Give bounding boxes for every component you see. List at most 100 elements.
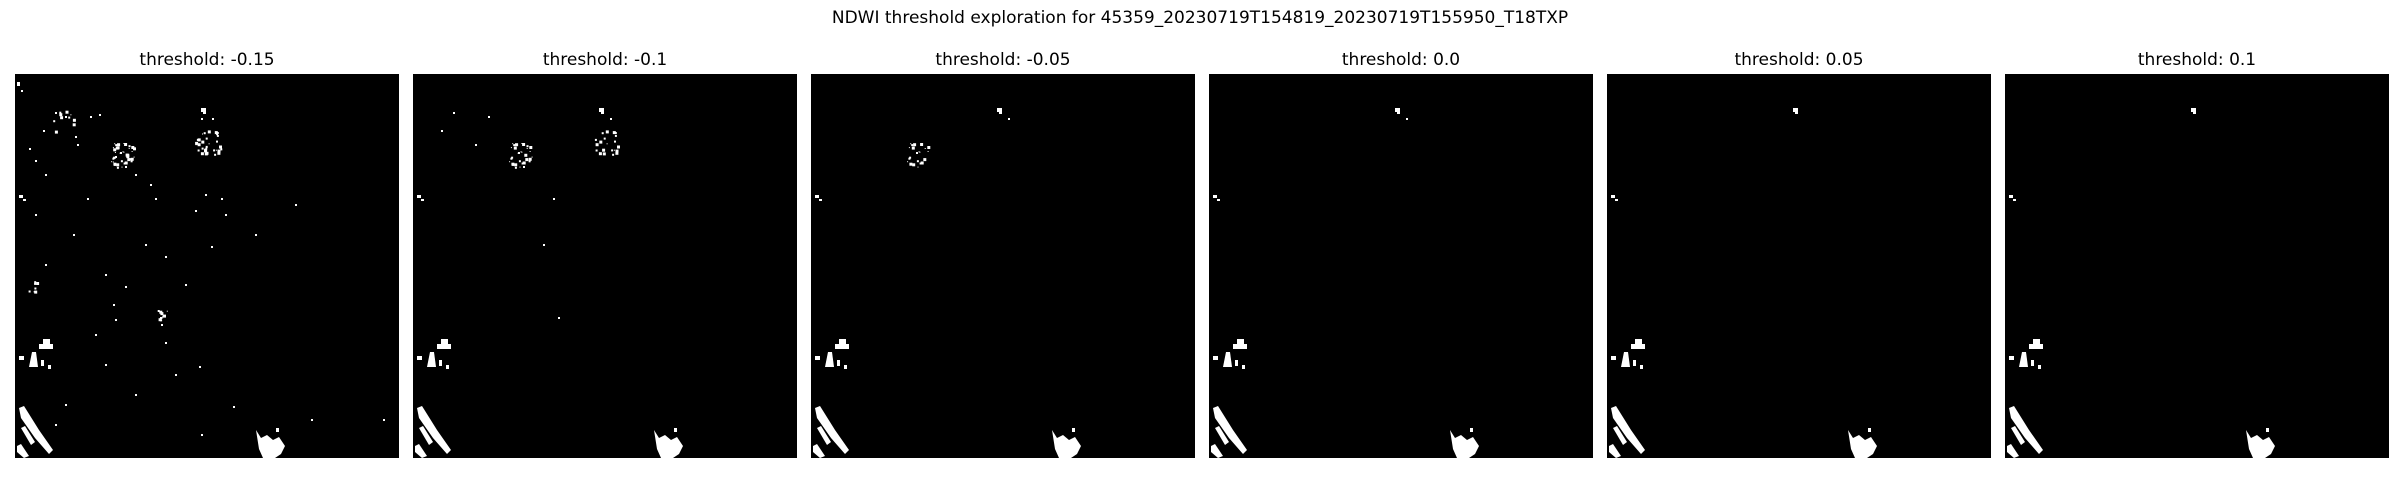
- water-region: [1609, 444, 1621, 458]
- water-speck: [202, 134, 203, 135]
- water-region: [201, 108, 206, 112]
- water-mask-svg: [811, 74, 1195, 458]
- water-speck: [129, 158, 131, 160]
- water-speck: [553, 198, 555, 200]
- water-mask-image: [1209, 74, 1593, 458]
- water-speck: [918, 167, 919, 168]
- water-region: [19, 356, 24, 360]
- water-region: [203, 112, 206, 114]
- water-speck: [514, 147, 517, 150]
- water-speck: [145, 244, 147, 246]
- water-speck: [219, 146, 222, 149]
- water-speck: [602, 132, 604, 134]
- water-speck: [909, 163, 912, 166]
- water-speck: [530, 151, 531, 152]
- water-speck: [511, 147, 512, 148]
- water-speck: [129, 148, 130, 149]
- water-speck: [543, 244, 545, 246]
- water-speck: [221, 198, 223, 200]
- water-region: [1611, 356, 1616, 360]
- water-speck: [928, 151, 929, 152]
- water-mask-svg: [413, 74, 797, 458]
- water-region: [1640, 365, 1643, 369]
- water-speck: [521, 143, 522, 144]
- water-region: [610, 118, 612, 120]
- water-region: [417, 356, 422, 360]
- water-speck: [515, 144, 517, 146]
- water-speck: [524, 154, 527, 157]
- water-speck: [112, 158, 114, 160]
- water-speck: [99, 114, 101, 116]
- water-region: [2038, 365, 2041, 369]
- water-speck: [201, 141, 204, 144]
- water-speck: [607, 143, 608, 144]
- water-region: [1621, 352, 1630, 367]
- water-speck: [919, 152, 920, 153]
- water-region: [1211, 444, 1223, 458]
- water-speck: [603, 152, 606, 155]
- water-speck: [34, 291, 37, 294]
- panel-title: threshold: 0.0: [1209, 48, 1593, 72]
- water-speck: [59, 112, 61, 114]
- water-speck: [206, 138, 208, 140]
- water-speck: [135, 394, 137, 396]
- water-region: [2246, 430, 2275, 458]
- water-speck: [596, 143, 599, 146]
- water-region: [2009, 356, 2014, 360]
- water-region: [815, 356, 820, 360]
- water-speck: [615, 132, 617, 134]
- water-region: [446, 365, 449, 369]
- water-speck: [114, 143, 115, 144]
- water-speck: [523, 166, 525, 168]
- water-region: [29, 352, 38, 367]
- water-mask-image: [811, 74, 1195, 458]
- water-speck: [115, 319, 117, 321]
- water-speck: [70, 114, 71, 115]
- water-region: [41, 360, 44, 366]
- water-speck: [115, 158, 116, 159]
- water-speck: [105, 364, 107, 366]
- water-speck: [115, 152, 116, 153]
- water-speck: [202, 148, 204, 150]
- water-region: [417, 195, 421, 198]
- water-speck: [125, 166, 127, 168]
- water-speck: [220, 148, 222, 150]
- water-region: [1052, 430, 1081, 458]
- water-region: [421, 199, 424, 201]
- water-speck: [520, 167, 521, 168]
- water-speck: [527, 148, 528, 149]
- water-speck: [53, 120, 55, 122]
- water-speck: [529, 146, 532, 149]
- water-mask-svg: [15, 74, 399, 458]
- water-speck: [105, 274, 107, 276]
- water-speck: [529, 160, 531, 162]
- water-region: [1213, 356, 1218, 360]
- water-speck: [512, 143, 513, 144]
- water-region: [844, 365, 847, 369]
- water-region: [2019, 352, 2028, 367]
- water-region: [19, 195, 23, 198]
- water-speck: [175, 374, 177, 376]
- water-region: [17, 444, 29, 458]
- water-speck: [36, 282, 39, 285]
- water-speck: [218, 150, 221, 153]
- water-speck: [133, 147, 136, 150]
- water-region: [2009, 195, 2013, 198]
- water-speck: [66, 111, 69, 114]
- panel-title: threshold: -0.05: [811, 48, 1195, 72]
- water-speck: [908, 158, 910, 160]
- water-region: [837, 360, 840, 366]
- water-speck: [917, 160, 919, 162]
- water-speck: [29, 291, 31, 293]
- water-speck: [204, 132, 206, 134]
- water-speck: [131, 160, 133, 162]
- water-speck: [35, 214, 37, 216]
- water-region: [2007, 444, 2019, 458]
- water-mask-image: [2005, 74, 2389, 458]
- water-speck: [113, 162, 114, 163]
- water-region: [815, 195, 819, 198]
- water-speck: [599, 141, 602, 144]
- panel-title: threshold: 0.05: [1607, 48, 1991, 72]
- water-speck: [162, 318, 163, 319]
- water-speck: [196, 144, 197, 145]
